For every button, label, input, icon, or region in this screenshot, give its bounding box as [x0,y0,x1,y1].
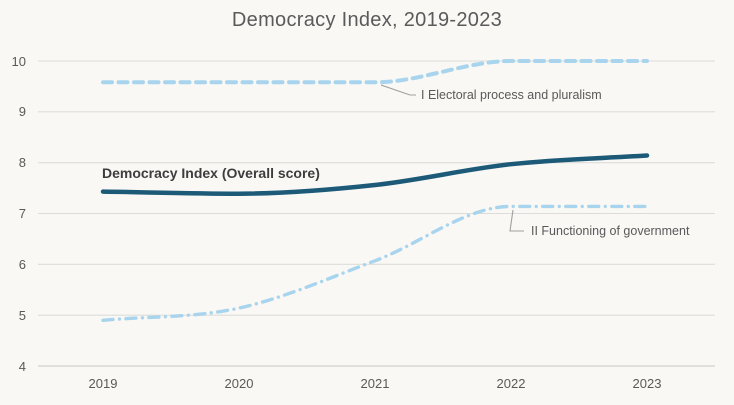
x-tick-label: 2021 [360,376,390,391]
series-line-1 [101,58,649,85]
callout-electoral [380,84,416,96]
series-label-electoral-process: I Electoral process and pluralism [421,88,602,102]
series-label-functioning-government: II Functioning of government [531,224,690,238]
y-tick-label: 6 [18,256,26,272]
y-tick-label: 4 [18,358,26,374]
series-line-0 [100,153,650,196]
y-tick-label: 8 [18,155,26,171]
x-tick-label: 2023 [632,376,662,391]
x-tick-label: 2022 [496,376,526,391]
callout-functioning [509,209,524,232]
series-line-2 [101,204,649,322]
y-tick-label: 9 [18,104,26,120]
chart-title: Democracy Index, 2019-2023 [231,9,503,31]
y-tick-label: 10 [11,53,26,69]
y-tick-label: 7 [18,206,26,221]
x-tick-label: 2020 [224,376,254,391]
x-tick-label: 2019 [88,376,118,391]
y-tick-label: 5 [18,307,26,323]
series-label-overall-score: Democracy Index (Overall score) [102,165,320,181]
